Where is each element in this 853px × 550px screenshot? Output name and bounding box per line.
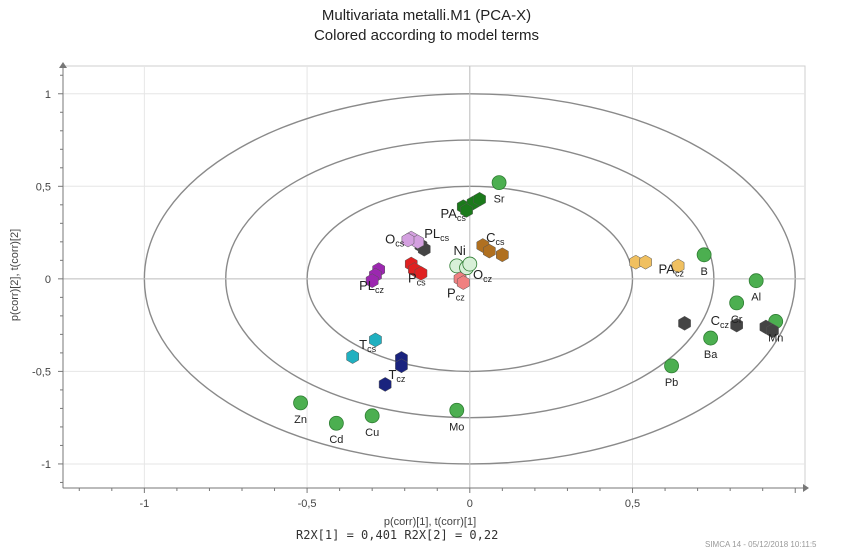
point-label: Mo (449, 421, 464, 433)
data-point (369, 332, 382, 348)
y-axis-arrow (59, 62, 67, 68)
data-point (703, 330, 719, 346)
data-point (328, 415, 344, 431)
x-tick-label: -0,5 (298, 498, 317, 510)
data-point (639, 254, 652, 270)
chart-subtitle: Colored according to model terms (313, 27, 540, 44)
point-label: Cd (329, 434, 343, 446)
x-axis-arrow (803, 484, 809, 492)
x-tick-label: 0,5 (625, 498, 640, 510)
term-label: Ni (454, 243, 466, 258)
x-tick-label: -1 (139, 498, 149, 510)
data-points (293, 175, 784, 431)
y-tick-label: -0,5 (32, 366, 51, 378)
data-point (462, 256, 478, 272)
data-point (456, 275, 470, 290)
chart-title-block: Multivariata metalli.M1 (PCA-X) Colored … (0, 6, 853, 46)
data-point (378, 377, 392, 392)
axes: -1 -0,5 0 0,5 1 0,5 0 -0,5 -1 (32, 62, 809, 510)
data-point (460, 203, 473, 218)
footer-r2x: R2X[1] = 0,401 R2X[2] = 0,22 (296, 528, 499, 542)
data-point (483, 243, 496, 259)
data-point (664, 358, 679, 374)
data-point (496, 247, 509, 263)
data-point (449, 402, 465, 418)
data-point (730, 317, 743, 333)
data-point (414, 266, 428, 281)
data-point (364, 408, 380, 424)
data-point (346, 349, 359, 364)
data-point (365, 273, 379, 288)
point-label: Cu (365, 427, 379, 439)
watermark: SIMCA 14 - 05/12/2018 10:11:5 (705, 540, 817, 549)
point-label: B (700, 266, 707, 278)
y-tick-label: 1 (45, 89, 51, 101)
data-point (671, 258, 685, 274)
x-axis-label: p(corr)[1], t(corr)[1] (384, 516, 476, 528)
chart-title: Multivariata metalli.M1 (PCA-X) (321, 7, 532, 24)
data-point (473, 192, 486, 207)
point-label: Al (751, 292, 761, 304)
data-point (696, 247, 712, 263)
point-label: Cr (731, 314, 743, 326)
data-point (678, 316, 691, 331)
data-point (401, 232, 415, 248)
point-label: Pb (665, 377, 678, 389)
y-tick-label: 0,5 (36, 181, 51, 193)
data-point (748, 273, 764, 289)
y-tick-label: 0 (45, 274, 51, 286)
y-tick-label: -1 (41, 459, 51, 471)
point-label: Mn (768, 332, 783, 344)
x-tick-label: 0 (467, 498, 473, 510)
data-point (491, 175, 507, 191)
plot-area (62, 65, 806, 489)
data-point (729, 295, 745, 311)
y-axis-label: p(corr)[2], t(corr)[2] (9, 229, 21, 321)
data-point (395, 358, 408, 374)
data-point (293, 395, 308, 411)
data-point (766, 323, 779, 338)
point-label: Ba (704, 349, 718, 361)
point-label: Sr (494, 194, 505, 206)
point-label: Zn (294, 414, 307, 426)
